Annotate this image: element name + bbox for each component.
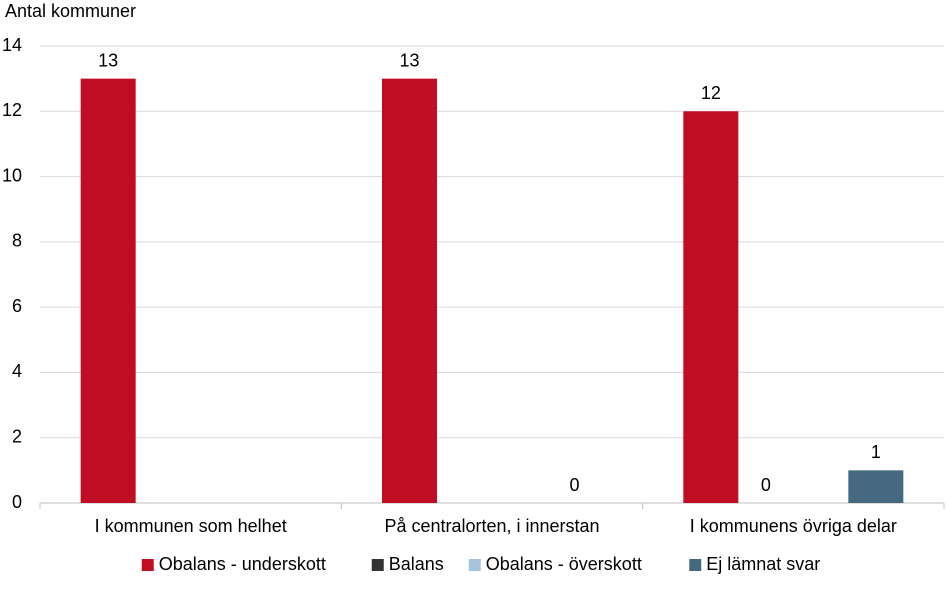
y-tick-label: 8 xyxy=(12,231,22,251)
y-tick-label: 14 xyxy=(2,35,22,55)
data-label: 13 xyxy=(399,50,419,70)
y-tick-label: 12 xyxy=(2,100,22,120)
y-axis-title: Antal kommuner xyxy=(5,1,136,21)
bar xyxy=(80,78,136,504)
legend-label: Balans xyxy=(389,554,444,574)
data-label: 13 xyxy=(98,50,118,70)
y-tick-label: 0 xyxy=(12,492,22,512)
data-label: 0 xyxy=(761,475,771,495)
legend-swatch xyxy=(141,559,154,571)
legend-label: Obalans - överskott xyxy=(486,554,642,574)
data-label: 12 xyxy=(701,83,721,103)
bar xyxy=(382,78,437,504)
legend-label: Obalans - underskott xyxy=(159,554,326,574)
bar xyxy=(683,111,739,504)
legend-label: Ej lämnat svar xyxy=(706,554,820,574)
bar xyxy=(848,470,904,503)
legend-swatch xyxy=(371,559,384,571)
y-tick-label: 6 xyxy=(12,296,22,316)
data-label: 1 xyxy=(871,442,881,462)
legend-swatch xyxy=(689,559,702,571)
data-label: 0 xyxy=(569,475,579,495)
y-tick-label: 4 xyxy=(12,361,22,381)
x-tick-label: I kommunens övriga delar xyxy=(690,516,897,536)
y-tick-label: 2 xyxy=(12,426,22,446)
x-tick-label: I kommunen som helhet xyxy=(95,516,287,536)
legend-swatch xyxy=(468,559,481,571)
x-tick-label: På centralorten, i innerstan xyxy=(384,516,599,536)
y-tick-label: 10 xyxy=(2,165,22,185)
